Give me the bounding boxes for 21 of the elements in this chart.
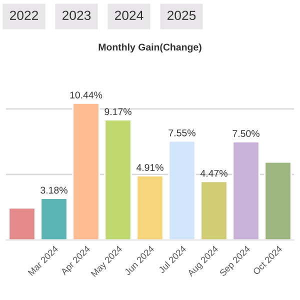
bar bbox=[72, 102, 100, 240]
bar bbox=[200, 180, 228, 240]
bar bbox=[136, 174, 164, 240]
text: 2023 bbox=[62, 10, 91, 20]
data-label: 7.55% bbox=[168, 130, 196, 136]
bar bbox=[8, 207, 36, 240]
data-label: 4.47% bbox=[200, 170, 228, 177]
text: 2025 bbox=[167, 10, 196, 20]
data-label: 10.44% bbox=[70, 92, 102, 98]
bar bbox=[232, 141, 260, 240]
bar bbox=[264, 161, 292, 240]
chart-title: Monthly Gain(Change) bbox=[98, 43, 202, 53]
data-label: 7.50% bbox=[232, 130, 260, 138]
bar bbox=[104, 119, 132, 240]
bar bbox=[40, 198, 68, 240]
text: 2024 bbox=[114, 10, 144, 20]
text: 2022 bbox=[10, 10, 38, 20]
data-label: 9.17% bbox=[104, 108, 132, 116]
data-label: 3.18% bbox=[40, 186, 68, 194]
bar bbox=[168, 140, 196, 240]
data-label: 4.91% bbox=[136, 164, 164, 171]
